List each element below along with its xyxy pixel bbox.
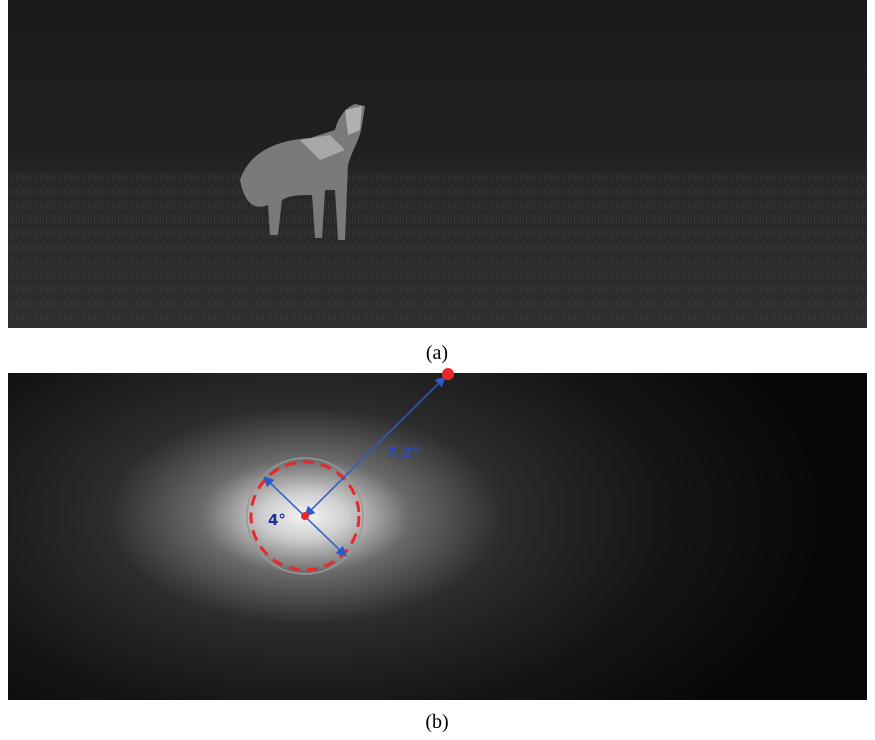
center-dot (301, 512, 309, 520)
caption: (b) (425, 711, 448, 733)
angle-label: 7.2° (386, 444, 420, 462)
page: {"panels": [ {"caption": "(a)"}, {"capti… (0, 0, 875, 740)
figure: (a) 7.2° 4° (b) (0, 0, 875, 740)
photo-panel (8, 0, 867, 328)
angle-label: 4° (268, 511, 286, 529)
saliency-panel: 7.2° 4° (8, 368, 867, 700)
caption: (a) (426, 342, 448, 364)
edge-dot (442, 368, 454, 380)
